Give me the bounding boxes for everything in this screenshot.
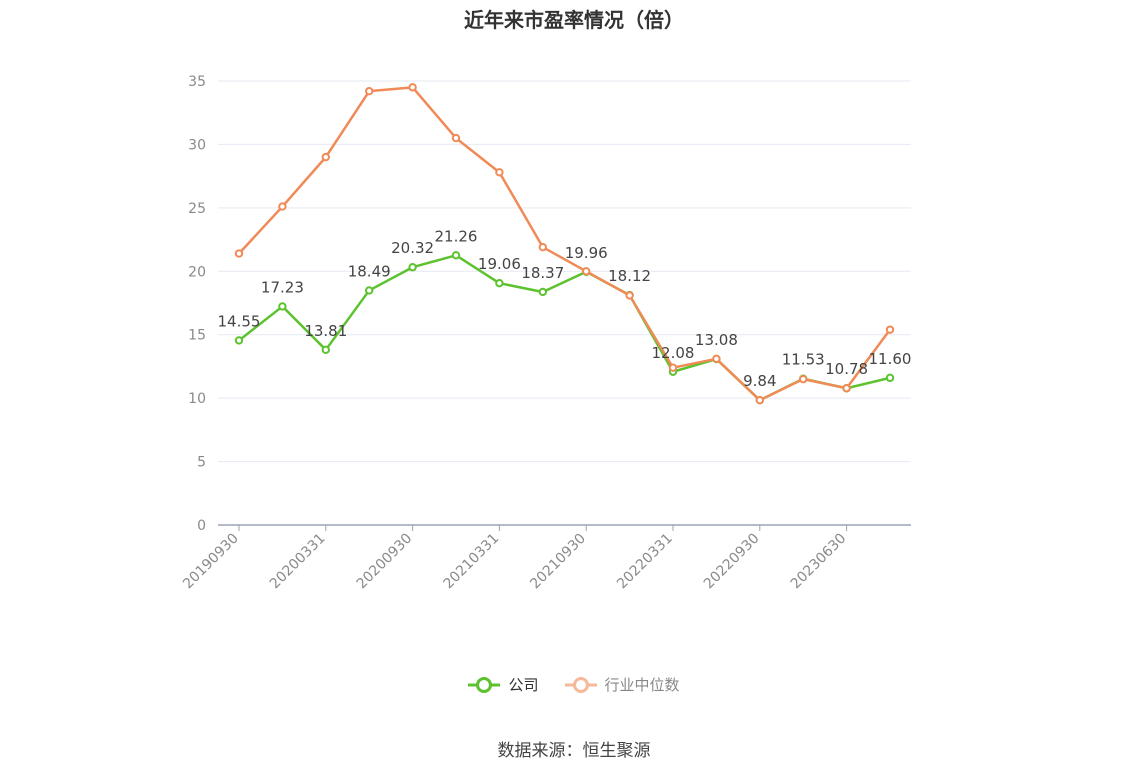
x-tick-label: 20210930 xyxy=(527,531,589,593)
x-tick-label: 20230630 xyxy=(788,531,850,593)
data-label-company: 21.26 xyxy=(435,227,478,245)
point-company xyxy=(365,286,374,295)
data-label-company: 19.06 xyxy=(478,255,521,273)
point-industry xyxy=(408,83,417,92)
legend-item-industry[interactable]: 行业中位数 xyxy=(564,674,680,695)
point-company xyxy=(234,336,244,345)
legend-industry-marker-icon xyxy=(564,676,597,693)
x-tick-label: 20210331 xyxy=(441,531,503,593)
point-industry xyxy=(755,395,764,405)
point-company xyxy=(278,302,287,311)
data-label-company: 11.53 xyxy=(782,351,825,369)
legend-company-marker-icon xyxy=(468,676,501,693)
data-label-company: 19.96 xyxy=(565,244,608,262)
legend-label-company: 公司 xyxy=(508,676,539,694)
x-tick-label: 20220331 xyxy=(614,531,676,593)
legend-label-industry: 行业中位数 xyxy=(604,676,680,694)
point-company xyxy=(538,287,547,297)
data-label-company: 18.49 xyxy=(348,262,391,280)
point-industry xyxy=(451,133,461,143)
point-company xyxy=(885,373,895,383)
y-tick-label: 0 xyxy=(197,518,206,534)
x-tick-label: 20190930 xyxy=(180,531,242,593)
grid-layer xyxy=(218,80,911,463)
point-company xyxy=(321,345,330,355)
point-industry xyxy=(321,152,330,162)
point-industry xyxy=(538,242,547,252)
y-tick-label: 30 xyxy=(188,137,206,153)
point-industry xyxy=(842,384,851,393)
data-label-company: 12.08 xyxy=(652,344,695,362)
pe-line-chart: 0 5 10 15 20 25 30 35 20190930 20200331 20200930 20… xyxy=(180,74,912,592)
series-layer xyxy=(234,83,895,405)
data-label-company: 18.37 xyxy=(521,264,564,282)
data-label-company: 17.23 xyxy=(261,278,304,296)
y-tick-label: 20 xyxy=(188,264,206,280)
point-industry xyxy=(625,291,634,300)
point-company xyxy=(451,251,461,260)
legend: 公司 行业中位数 xyxy=(0,674,1148,695)
axis-layer: 0 5 10 15 20 25 30 35 20190930 20200331 20200930 20… xyxy=(180,74,911,592)
data-label-company: 13.08 xyxy=(695,331,738,349)
point-industry xyxy=(234,249,244,258)
data-label-company: 20.32 xyxy=(391,239,434,257)
series-line-industry xyxy=(238,86,892,402)
point-industry xyxy=(712,354,721,364)
data-label-company: 9.84 xyxy=(743,372,776,390)
point-industry xyxy=(365,86,374,96)
chart-title: 近年来市盈率情况（倍） xyxy=(464,8,684,32)
y-tick-label: 35 xyxy=(188,74,206,90)
legend-item-company[interactable]: 公司 xyxy=(468,674,539,695)
data-label-company: 18.12 xyxy=(608,267,651,285)
data-label-company: 11.60 xyxy=(869,350,912,368)
x-tick-label: 20200331 xyxy=(267,531,329,593)
point-industry xyxy=(495,168,504,177)
point-industry xyxy=(799,374,808,384)
data-label-company: 14.55 xyxy=(218,312,261,330)
x-tick-label: 20220930 xyxy=(701,531,763,593)
data-label-company: 10.78 xyxy=(825,360,868,378)
y-tick-label: 15 xyxy=(188,328,206,344)
point-industry xyxy=(582,267,591,276)
y-tick-label: 25 xyxy=(188,201,206,217)
y-tick-label: 5 xyxy=(197,455,206,471)
y-tick-label: 10 xyxy=(188,391,206,407)
point-industry xyxy=(668,363,678,372)
data-source-note: 数据来源：恒生聚源 xyxy=(497,741,651,761)
point-company xyxy=(495,279,504,288)
point-industry xyxy=(278,202,287,211)
data-label-company: 13.81 xyxy=(304,322,347,340)
point-industry xyxy=(885,325,895,334)
point-company xyxy=(408,263,417,272)
x-tick-label: 20200930 xyxy=(354,531,416,593)
